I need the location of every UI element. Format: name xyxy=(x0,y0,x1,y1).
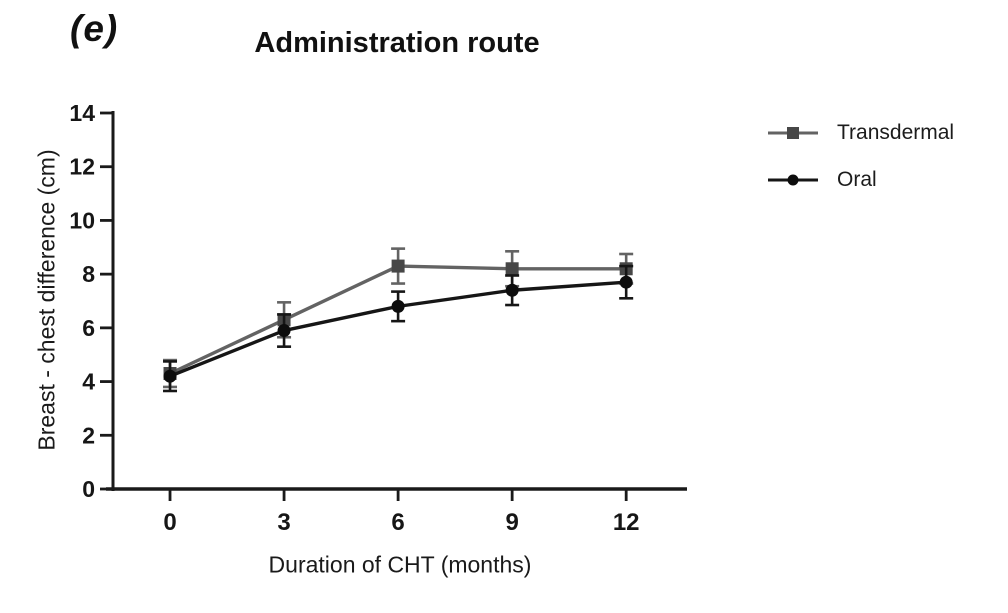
x-tick-label: 3 xyxy=(277,509,290,536)
legend: Transdermal Oral xyxy=(766,120,954,214)
panel-label: (e) xyxy=(70,8,119,49)
square-marker xyxy=(505,262,519,276)
x-tick-label: 0 xyxy=(163,509,176,536)
circle-marker xyxy=(619,275,633,289)
circle-marker xyxy=(391,299,405,313)
y-tick-label: 14 xyxy=(69,100,95,126)
transdermal-legend-marker xyxy=(768,127,818,139)
legend-circle-marker xyxy=(787,174,799,186)
circle-marker xyxy=(505,283,519,297)
legend-label-oral: Oral xyxy=(837,168,877,191)
y-tick-label: 0 xyxy=(82,476,95,502)
x-tick-label: 12 xyxy=(613,509,640,536)
x-tick-label: 9 xyxy=(505,509,518,536)
legend-item-oral: Oral xyxy=(766,167,954,193)
legend-square-marker xyxy=(787,127,799,139)
legend-label-transdermal: Transdermal xyxy=(837,121,955,144)
circle-marker xyxy=(277,324,291,338)
x-axis-title: Duration of CHT (months) xyxy=(268,551,532,578)
y-tick-label: 8 xyxy=(82,261,95,287)
square-marker xyxy=(391,259,405,273)
chart-title: Administration route xyxy=(254,27,540,59)
oral-legend-marker xyxy=(768,174,818,186)
y-tick-label: 6 xyxy=(82,315,95,341)
y-tick-label: 12 xyxy=(69,154,95,180)
x-tick-label: 6 xyxy=(391,509,404,536)
legend-item-transdermal: Transdermal xyxy=(766,120,954,146)
circle-marker xyxy=(163,369,177,383)
y-tick-label: 4 xyxy=(82,369,95,395)
series-oral xyxy=(163,264,634,393)
y-tick-label: 10 xyxy=(69,207,95,233)
y-tick-label: 2 xyxy=(82,422,95,448)
